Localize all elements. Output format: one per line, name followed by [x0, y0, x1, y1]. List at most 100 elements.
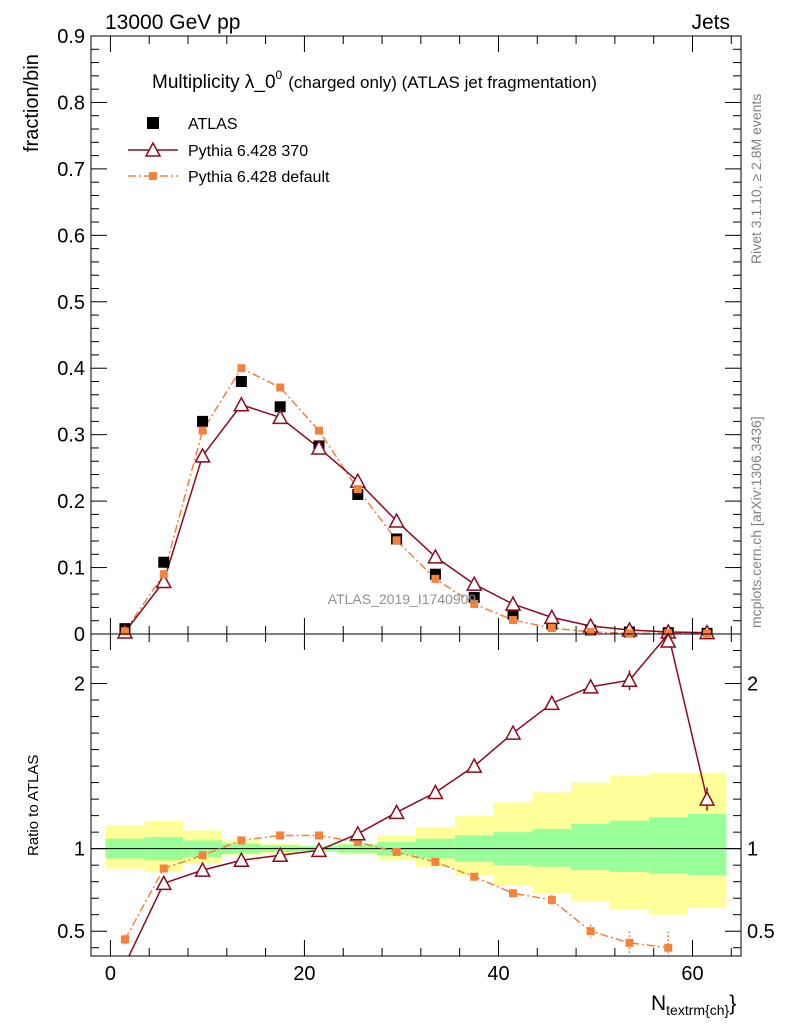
ratio-pdefault-point — [159, 864, 168, 873]
ratio-p370-point — [582, 678, 599, 694]
ratio-plot — [120, 632, 716, 956]
legend-atlas-label: ATLAS — [188, 116, 238, 133]
p370-point — [465, 575, 483, 591]
legend-p370-marker — [144, 141, 162, 157]
series-pdefault-line — [124, 367, 708, 635]
pdefault-point — [625, 629, 634, 638]
main-ytick-label: 0 — [74, 624, 85, 646]
atlas-point — [235, 376, 247, 388]
ratio-p370-line — [128, 634, 708, 956]
title-detail: (charged only) (ATLAS jet fragmentation) — [288, 73, 597, 92]
main-ytick-label: 0.4 — [57, 358, 85, 380]
atlas-point — [274, 401, 286, 413]
pdefault-point — [586, 628, 595, 637]
main-ytick-label: 0.3 — [57, 425, 85, 447]
pdefault-point — [198, 426, 207, 435]
p370-point — [233, 396, 250, 412]
ratio-p370-point — [427, 783, 444, 800]
ratio-ytick-label-right: 1 — [747, 839, 758, 861]
ratio-p370-point — [194, 861, 211, 877]
ratio-p370-point — [388, 803, 405, 820]
p370-point — [310, 439, 328, 455]
atlas-point — [158, 556, 170, 568]
ratio-pdefault-point — [314, 831, 323, 840]
band-inner-bin — [610, 820, 649, 872]
band-inner-bin — [648, 817, 688, 874]
ratio-ylabel: Ratio to ATLAS — [25, 755, 42, 856]
ratio-p370-point — [349, 825, 367, 841]
ratio-ytick-label: 1 — [74, 839, 85, 861]
p370-point — [271, 408, 289, 425]
ratio-uncertainty-bands — [91, 772, 741, 915]
ratio-pdefault-point — [625, 938, 634, 947]
p370-point — [388, 512, 405, 528]
main-ytick-label: 0.6 — [57, 225, 85, 247]
ratio-ytick-label-right: 0.5 — [747, 921, 775, 943]
rivet-label: Rivet 3.1.10, ≥ 2.8M events — [748, 94, 764, 264]
axes: 00.10.20.30.40.50.60.70.80.90.5 0.51 12 20 2… — [57, 26, 775, 985]
ratio-p370-point — [465, 757, 483, 773]
mcplots-label: mcplots.cern.ch [arXiv:1306.3436] — [748, 416, 764, 628]
ratio-pdefault-point — [664, 943, 673, 952]
pdefault-point — [547, 624, 556, 633]
ratio-p370-point — [233, 851, 250, 867]
main-ytick-label: 0.7 — [57, 159, 85, 181]
x-axis-label-close: } — [729, 992, 736, 1015]
atlas-point — [352, 488, 364, 500]
atlas-point — [468, 591, 480, 603]
series-p370-line — [124, 403, 708, 634]
main-ytick-label: 0.5 — [57, 292, 85, 314]
main-plot — [116, 364, 716, 640]
ratio-p370-point — [271, 846, 289, 863]
ratio-p370-point — [698, 790, 716, 806]
main-ylabel: fraction/bin — [21, 54, 43, 152]
xtick-label: 20 — [293, 963, 315, 985]
title-sup: 0 — [276, 68, 283, 82]
ratio-ytick-label: 0.5 — [57, 921, 85, 943]
atlas-point — [507, 608, 519, 620]
x-axis-label-sub: textrm{ch} — [666, 1002, 729, 1018]
ratio-ytick-label: 2 — [74, 674, 85, 696]
xtick-label: 0 — [105, 963, 116, 985]
pdefault-point — [314, 426, 323, 435]
jets-label: Jets — [691, 11, 730, 34]
chart-title: Multiplicity λ_00 (charged only) (ATLAS j… — [152, 68, 597, 93]
x-axis-label-main: N — [651, 992, 666, 1015]
main-ytick-label: 0.8 — [57, 92, 85, 114]
pdefault-point — [353, 485, 362, 494]
p370-point — [194, 447, 211, 463]
pdefault-point — [120, 627, 129, 636]
ratio-pdefault-point — [547, 895, 556, 904]
band-inner-bin — [571, 823, 611, 871]
legend-pdefault-label: Pythia 6.428 default — [188, 169, 330, 186]
collision-label: 13000 GeV pp — [105, 11, 240, 34]
ratio-p370-point — [310, 841, 328, 858]
pdefault-point — [237, 364, 246, 373]
ratio-pdefault-point — [353, 838, 362, 847]
ratio-pdefault-point — [509, 889, 518, 898]
p370-point — [543, 608, 561, 625]
pdefault-point — [431, 574, 440, 583]
xtick-label: 40 — [487, 963, 509, 985]
legend: ATLAS Pythia 6.428 370 Pythia 6.428 defa… — [128, 116, 330, 186]
pdefault-point — [276, 383, 285, 392]
title-main: Multiplicity λ_0 — [152, 72, 276, 93]
ratio-pdefault-point — [470, 872, 479, 881]
ratio-pdefault-point — [586, 927, 595, 936]
band-inner-bin — [532, 828, 572, 867]
legend-atlas-marker — [147, 117, 159, 129]
main-ytick-label: 0.2 — [57, 491, 85, 513]
ratio-p370-point — [504, 724, 522, 740]
xtick-label: 60 — [681, 963, 703, 985]
legend-p370-label: Pythia 6.428 370 — [188, 143, 308, 160]
watermark: ATLAS_2019_I1740909 — [328, 591, 477, 607]
atlas-point — [429, 568, 441, 580]
p370-point — [504, 595, 522, 611]
ratio-pdefault-point — [276, 831, 285, 840]
ratio-pdefault-point — [120, 935, 129, 944]
ratio-p370-point — [621, 671, 638, 687]
main-ytick-label: 0.1 — [57, 558, 85, 580]
ratio-pdefault-point — [431, 857, 440, 866]
ratio-p370-point — [659, 632, 677, 648]
